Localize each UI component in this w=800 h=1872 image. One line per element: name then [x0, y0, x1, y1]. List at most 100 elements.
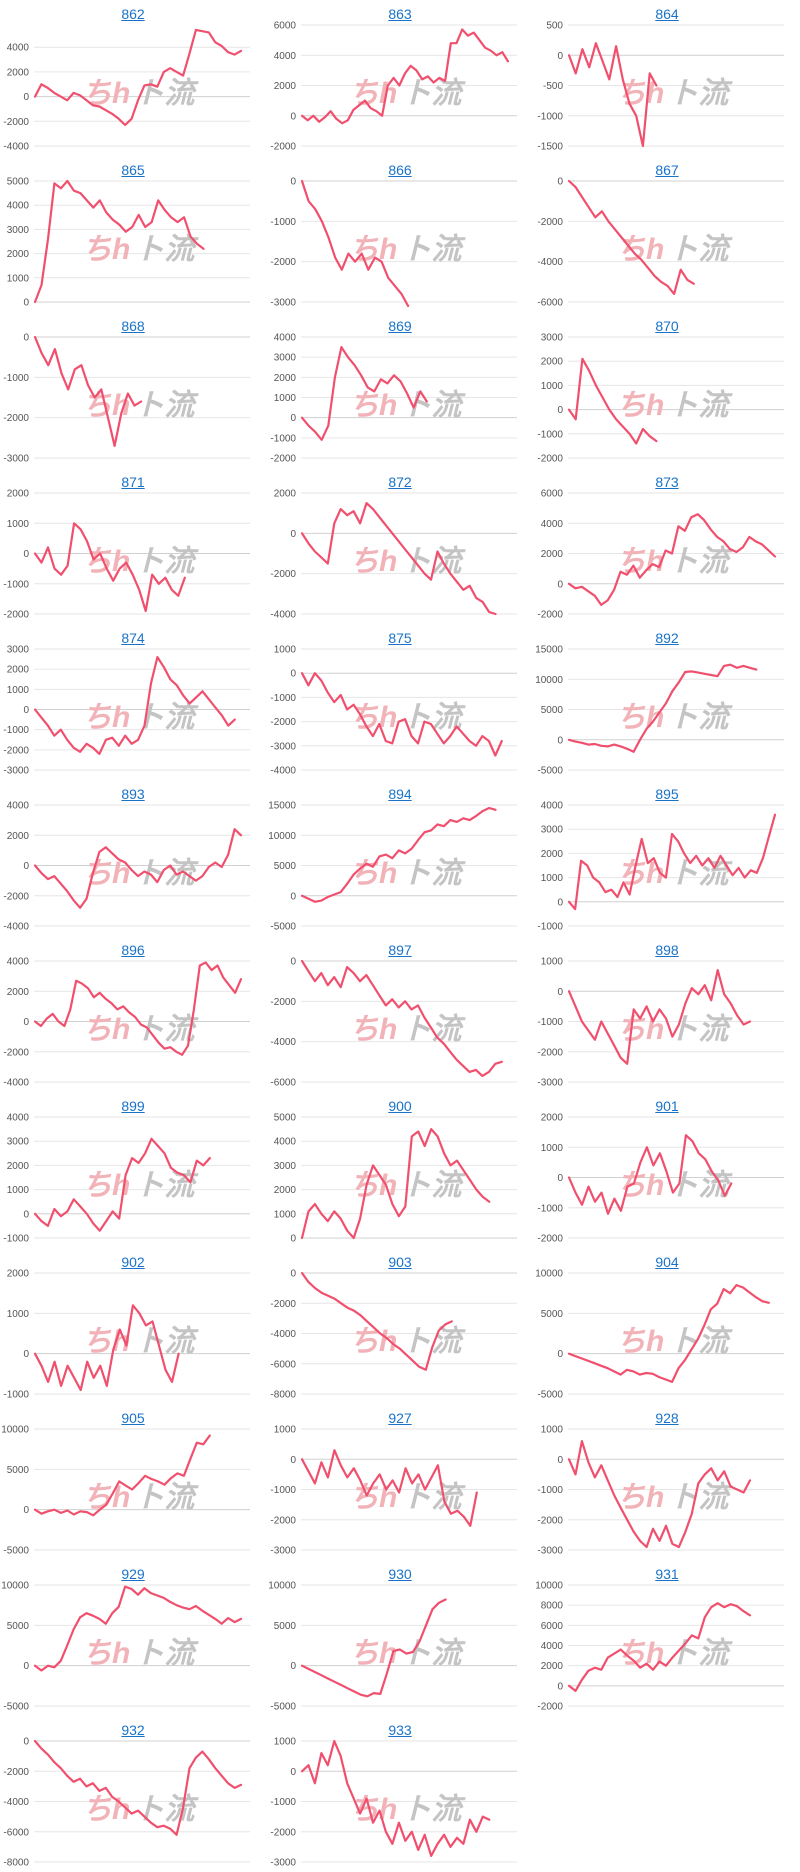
- y-tick-label: -2000: [270, 997, 296, 1008]
- y-tick-label: -3000: [270, 1546, 296, 1557]
- chart-panel-870: 870 -2000 -1000 0 1000 2000 3000 ちh ト流: [534, 312, 800, 468]
- chart-title-link[interactable]: 904: [655, 1254, 679, 1270]
- y-tick-label: 0: [557, 579, 563, 590]
- chart-title-link[interactable]: 894: [388, 786, 412, 802]
- chart-title-link[interactable]: 872: [388, 474, 412, 490]
- y-tick-label: 6000: [541, 1621, 564, 1632]
- chart-title-link[interactable]: 873: [655, 474, 679, 490]
- chart-panel-869: 869 -2000 -1000 0 1000 2000 3000 4000 ちh ト流: [267, 312, 533, 468]
- y-tick-label: 4000: [541, 801, 564, 812]
- chart-title-link[interactable]: 893: [121, 786, 145, 802]
- chart-panel-864: 864 -1500 -1000 -500 0 500 ちh ト流: [534, 0, 800, 156]
- watermark-logo: ちh ト流: [82, 1637, 199, 1670]
- watermark-logo: ちh ト流: [616, 1169, 733, 1202]
- chart-title-link[interactable]: 905: [121, 1410, 145, 1426]
- y-tick-label: -1000: [270, 1485, 296, 1496]
- chart-title-link[interactable]: 929: [121, 1566, 145, 1582]
- chart-title-link[interactable]: 902: [121, 1254, 145, 1270]
- chart-title-link[interactable]: 895: [655, 786, 679, 802]
- y-tick-label: -6000: [270, 1359, 296, 1370]
- watermark-logo: ちh ト流: [616, 77, 733, 110]
- chart-title-link[interactable]: 928: [655, 1410, 679, 1426]
- y-tick-label: 10000: [535, 675, 563, 686]
- y-tick-label: 0: [290, 669, 296, 680]
- watermark-logo: ちh ト流: [616, 1481, 733, 1514]
- chart-panel-931: 931 -2000 0 2000 4000 6000 8000 10000 ちh ト流: [534, 1560, 800, 1716]
- series-line: [300, 1127, 491, 1240]
- y-tick-label: 15000: [535, 645, 563, 656]
- y-tick-label: 2000: [274, 489, 297, 500]
- chart-title-link[interactable]: 875: [388, 630, 412, 646]
- series-line: [300, 1598, 447, 1698]
- chart-title-link[interactable]: 901: [655, 1098, 679, 1114]
- chart-panel-900: 900 0 1000 2000 3000 4000 5000 ちh ト流: [267, 1092, 533, 1248]
- chart-title-link[interactable]: 900: [388, 1098, 412, 1114]
- y-tick-label: 4000: [274, 51, 297, 62]
- y-tick-label: -2000: [270, 257, 296, 268]
- y-tick-label: 1000: [541, 1425, 564, 1436]
- y-tick-label: -4000: [3, 142, 29, 153]
- chart-title-link[interactable]: 866: [388, 162, 412, 178]
- line-chart: -5000 0 5000 10000 ちh ト流: [1, 1425, 250, 1557]
- watermark-logo: ちh ト流: [82, 389, 199, 422]
- y-tick-label: -3000: [3, 766, 29, 777]
- chart-title-link[interactable]: 899: [121, 1098, 145, 1114]
- line-chart: 0 1000 2000 3000 4000 5000 ちh ト流: [7, 177, 250, 309]
- chart-title-link[interactable]: 867: [655, 162, 679, 178]
- y-tick-label: 0: [290, 413, 296, 424]
- y-tick-label: -3000: [537, 1078, 563, 1089]
- y-tick-label: 1000: [7, 1185, 30, 1196]
- y-tick-label: -2000: [3, 610, 29, 621]
- y-tick-label: -500: [543, 81, 563, 92]
- y-tick-label: 15000: [268, 801, 296, 812]
- chart-title-link[interactable]: 903: [388, 1254, 412, 1270]
- chart-title-link[interactable]: 898: [655, 942, 679, 958]
- y-tick-label: 4000: [7, 201, 30, 212]
- chart-title-link[interactable]: 933: [388, 1722, 412, 1738]
- series-line: [33, 961, 243, 1056]
- chart-title-link[interactable]: 927: [388, 1410, 412, 1426]
- chart-title-link[interactable]: 864: [655, 6, 679, 22]
- series-line: [567, 357, 658, 445]
- chart-title-link[interactable]: 930: [388, 1566, 412, 1582]
- y-tick-label: -3000: [270, 741, 296, 752]
- chart-title-link[interactable]: 892: [655, 630, 679, 646]
- y-tick-label: 1000: [7, 1309, 30, 1320]
- line-chart: -3000 -2000 -1000 0 ちh ト流: [270, 177, 517, 309]
- chart-panel-896: 896 -4000 -2000 0 2000 4000 ちh ト流: [0, 936, 266, 1092]
- chart-title-link[interactable]: 897: [388, 942, 412, 958]
- chart-title-link[interactable]: 870: [655, 318, 679, 334]
- chart-title-link[interactable]: 931: [655, 1566, 679, 1582]
- chart-title-link[interactable]: 932: [121, 1722, 145, 1738]
- y-tick-label: 1000: [541, 957, 564, 968]
- chart-title-link[interactable]: 862: [121, 6, 145, 22]
- chart-title-link[interactable]: 871: [121, 474, 145, 490]
- chart-title-link[interactable]: 896: [121, 942, 145, 958]
- chart-title-link[interactable]: 863: [388, 6, 412, 22]
- y-tick-label: -1000: [537, 1017, 563, 1028]
- chart-title-link[interactable]: 874: [121, 630, 145, 646]
- series-line: [300, 501, 497, 616]
- chart-title-link[interactable]: 865: [121, 162, 145, 178]
- y-tick-label: 10000: [535, 1581, 563, 1592]
- y-tick-label: -1000: [537, 1203, 563, 1214]
- chart-panel-894: 894 -5000 0 5000 10000 15000 ちh ト流: [267, 780, 533, 936]
- y-tick-label: -5000: [3, 1546, 29, 1557]
- watermark-logo: ちh ト流: [616, 1325, 733, 1358]
- line-chart: -2000 0 2000 4000 6000 8000 10000 ちh ト流: [535, 1581, 784, 1713]
- y-tick-label: -2000: [537, 1047, 563, 1058]
- watermark-logo: ちh ト流: [349, 1637, 466, 1670]
- series-line: [567, 663, 758, 753]
- y-tick-label: 0: [557, 1455, 563, 1466]
- y-tick-label: -2000: [270, 1299, 296, 1310]
- y-tick-label: -2000: [537, 1515, 563, 1526]
- y-tick-label: 0: [557, 987, 563, 998]
- chart-title-link[interactable]: 868: [121, 318, 145, 334]
- y-tick-label: 3000: [541, 333, 564, 344]
- line-chart: -3000 -2000 -1000 0 ちh ト流: [3, 333, 250, 465]
- y-tick-label: -2000: [537, 454, 563, 465]
- y-tick-label: 0: [290, 1661, 296, 1672]
- chart-title-link[interactable]: 869: [388, 318, 412, 334]
